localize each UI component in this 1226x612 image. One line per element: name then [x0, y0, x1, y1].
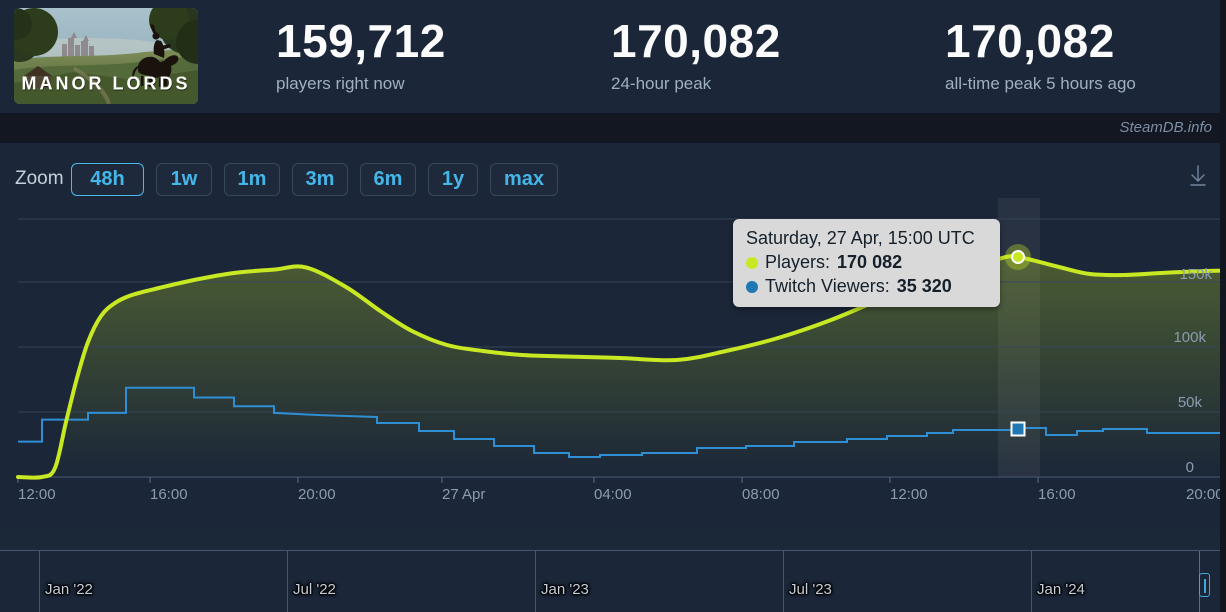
svg-text:MANOR LORDS: MANOR LORDS	[22, 74, 191, 94]
